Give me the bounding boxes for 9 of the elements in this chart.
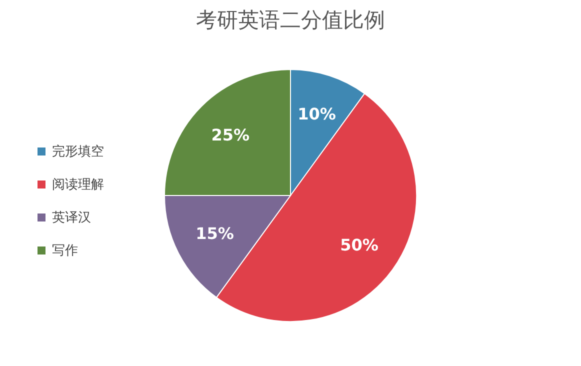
data-label: 15% — [196, 224, 234, 244]
legend-label: 阅读理解 — [52, 178, 104, 192]
legend-label: 英译汉 — [52, 210, 91, 226]
data-label: 10% — [298, 104, 336, 124]
chart-title: 考研英语二分值比例 — [196, 8, 385, 32]
legend-label: 写作 — [52, 244, 78, 258]
legend-label: 完形填空 — [52, 144, 104, 160]
data-label: 25% — [211, 125, 250, 144]
data-label: 50% — [340, 235, 378, 254]
